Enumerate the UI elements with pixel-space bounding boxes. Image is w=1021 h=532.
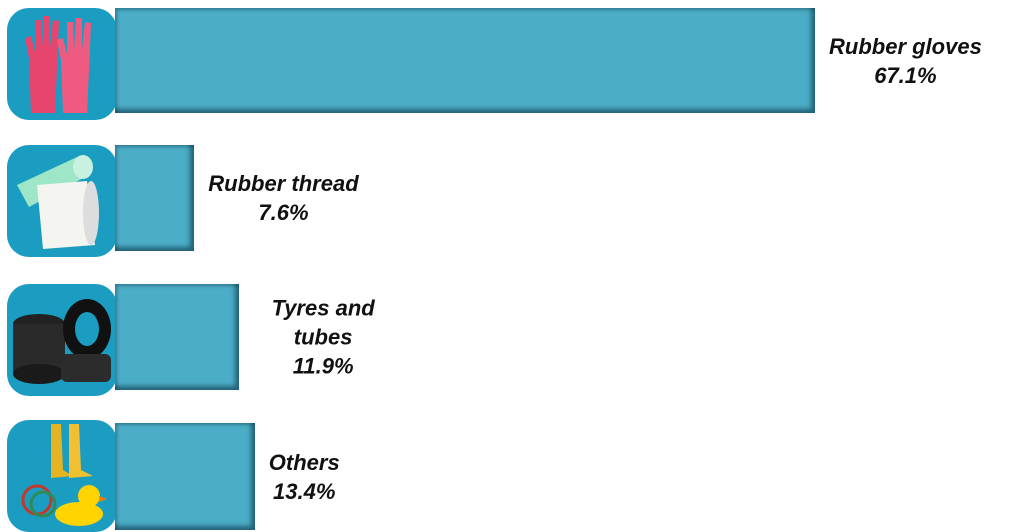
category-label: Tyres and tubes bbox=[271, 295, 375, 350]
bar bbox=[115, 8, 815, 113]
icon-others bbox=[7, 420, 117, 532]
value-label: 67.1% bbox=[874, 62, 937, 88]
bar bbox=[115, 423, 255, 530]
bar-label: Others 13.4% bbox=[269, 448, 340, 506]
category-label: Rubber thread bbox=[208, 171, 359, 196]
bar-label: Tyres and tubes 11.9% bbox=[253, 294, 393, 381]
category-label: Others bbox=[268, 449, 340, 475]
bar bbox=[115, 145, 195, 251]
icon-gloves bbox=[7, 8, 117, 120]
bar-label: Rubber thread 7.6% bbox=[208, 169, 358, 227]
icon-thread bbox=[7, 145, 117, 257]
icon-tyres bbox=[7, 284, 117, 396]
value-label: 13.4% bbox=[273, 478, 336, 504]
value-label: 11.9% bbox=[292, 353, 354, 379]
value-label: 7.6% bbox=[258, 200, 309, 225]
category-label: Rubber gloves bbox=[829, 33, 982, 59]
bar-label: Rubber gloves 67.1% bbox=[829, 32, 982, 90]
bar bbox=[115, 284, 240, 390]
